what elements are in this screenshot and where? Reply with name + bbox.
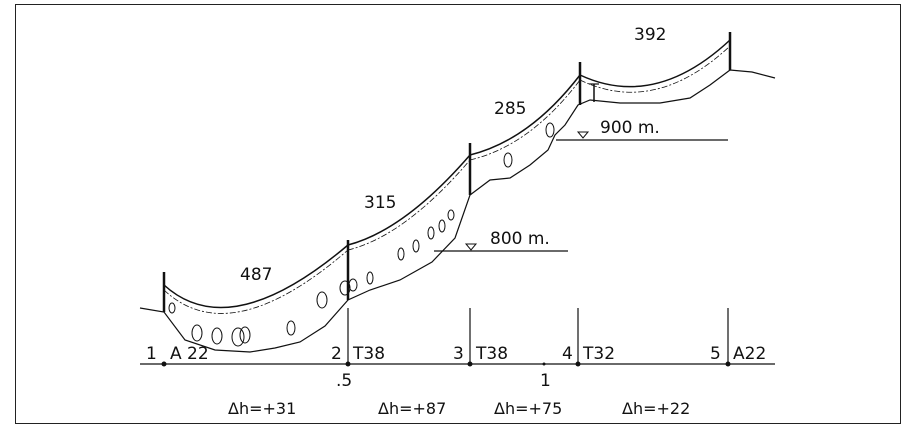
height-diff-4: Δh=+22 [622, 399, 690, 418]
tower-type-3: T38 [475, 344, 508, 364]
height-diff-1: Δh=+31 [228, 399, 296, 418]
water-level-label-900: 900 m. [600, 118, 660, 138]
conductor-span-1 [163, 244, 349, 309]
water-level-marker-900 [576, 131, 590, 139]
height-diff-2: Δh=+87 [378, 399, 446, 418]
conductor-span-3 [469, 74, 581, 156]
conductor-span-4 [579, 39, 731, 88]
scale-label-half: .5 [336, 371, 352, 391]
tower-type-4: T32 [582, 344, 615, 364]
tower-number-3: 3 [453, 344, 464, 364]
tower-number-5: 5 [710, 344, 721, 364]
height-diff-3: Δh=+75 [494, 399, 562, 418]
span-label-4: 392 [634, 25, 666, 45]
tower-number-1: 1 [146, 344, 157, 364]
span-label-1: 487 [240, 265, 272, 285]
sag-line-span-1 [163, 249, 349, 314]
tower-number-2: 2 [331, 344, 342, 364]
span-label-3: 285 [494, 99, 526, 119]
water-level-marker-800 [464, 243, 478, 251]
sag-line-span-3 [469, 79, 581, 161]
terrain-profile [139, 69, 776, 353]
tower-type-1: A 22 [170, 344, 209, 364]
trees [168, 122, 555, 347]
tower-type-5: A22 [733, 344, 766, 364]
scale-label-one: 1 [540, 371, 551, 391]
water-level-label-800: 800 m. [490, 229, 550, 249]
tower-number-4: 4 [562, 344, 573, 364]
tower-type-2: T38 [352, 344, 385, 364]
sag-line-span-4 [579, 45, 731, 93]
sag-line-span-2 [347, 159, 471, 251]
span-label-2: 315 [364, 193, 396, 213]
conductor-span-2 [347, 154, 471, 246]
